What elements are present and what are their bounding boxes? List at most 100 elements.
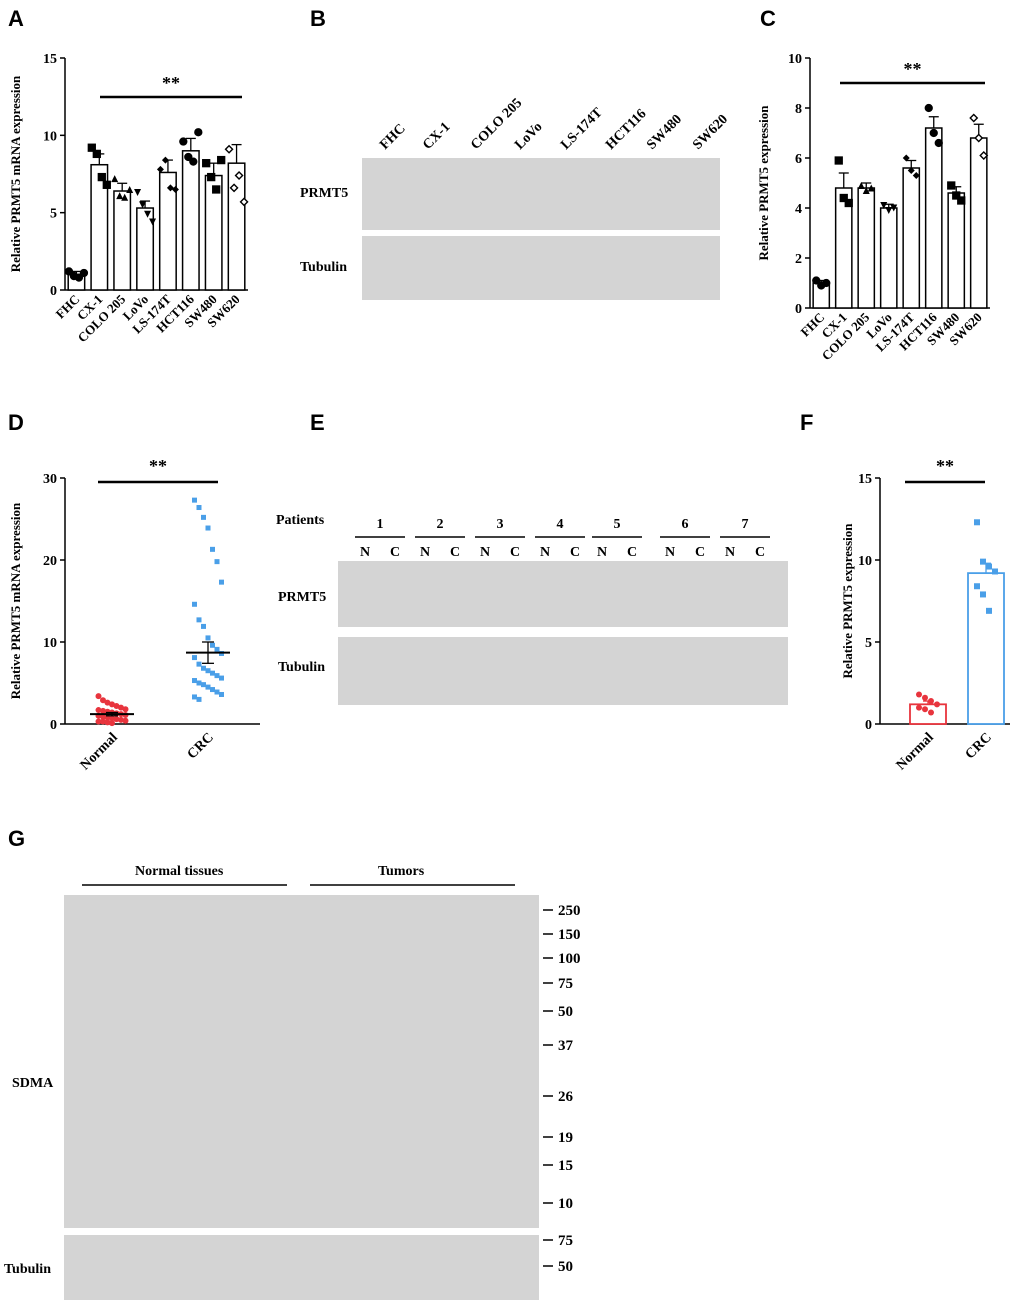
chart-a-point (239, 197, 249, 207)
chart-d-point (109, 720, 115, 727)
chart-a-point (217, 155, 226, 165)
chart-a-point (161, 156, 169, 164)
chart-a-point (212, 185, 221, 194)
chart-f-xtick-label: Normal (894, 730, 937, 773)
blot-e-lane-c: C (450, 545, 460, 560)
chart-c-bar (969, 137, 988, 309)
chart-d-ytick-label: 20 (43, 554, 57, 569)
blot-b-lane-label: CX-1 (420, 120, 453, 153)
chart-a-point (171, 185, 179, 193)
chart-d-point (104, 699, 111, 706)
blot-g-marker-label: 50 (558, 1004, 573, 1020)
chart-d-point (100, 697, 106, 704)
chart-d-ytick-label: 30 (43, 472, 57, 487)
chart-a-point (79, 268, 89, 278)
chart-d-point (95, 693, 102, 700)
chart-a-point (144, 210, 152, 218)
chart-a-point (134, 189, 142, 197)
blot-e-lane-c: C (570, 545, 580, 560)
chart-d-point (95, 718, 102, 725)
chart-d-point (192, 601, 197, 607)
chart-c-bar (924, 127, 943, 309)
chart-d-xtick-label: Normal (78, 730, 121, 773)
chart-d-point (100, 718, 106, 725)
chart-d-point (118, 716, 124, 723)
chart-d-point (205, 635, 211, 641)
blot-b-label-tubulin: Tubulin (300, 260, 347, 275)
chart-c-point (907, 167, 915, 174)
blot-e-patient-label: 5 (614, 517, 621, 532)
chart-f-point (974, 583, 980, 590)
chart-a-point (74, 273, 84, 282)
chart-f-point (980, 591, 986, 598)
chart-d-point (196, 680, 202, 686)
chart-d-ytick-label: 0 (50, 718, 57, 733)
chart-f-point (922, 694, 928, 701)
chart-d-point (118, 704, 124, 711)
blot-e-patient-label: 4 (557, 517, 564, 532)
blot-b-tubulin (362, 236, 720, 300)
chart-c-bar (857, 187, 876, 309)
panel-letter-a: A (8, 6, 24, 31)
chart-c-point (890, 204, 898, 212)
chart-c-point (834, 156, 843, 165)
blot-g-marker-label: 150 (558, 927, 581, 943)
blot-g-label-sdma: SDMA (12, 1076, 54, 1091)
chart-c-point (947, 181, 956, 190)
panel-letter-f: F (800, 410, 814, 435)
blot-e-lane-n: N (597, 545, 607, 560)
chart-a-point (92, 149, 101, 159)
chart-a-point (126, 185, 134, 193)
chart-a-bar (181, 150, 200, 291)
chart-f-significance-label: ** (936, 456, 954, 476)
chart-f-point (934, 701, 940, 708)
panel-letter-d: D (8, 410, 24, 435)
chart-a-point (179, 137, 188, 146)
chart-c-point (844, 198, 853, 208)
blot-e-label-tubulin: Tubulin (278, 660, 325, 675)
chart-f-point (916, 691, 922, 698)
blot-e-lane-n: N (360, 545, 370, 560)
chart-f-ylabel: Relative PRMT5 expression (840, 523, 855, 679)
blot-e-lane-c: C (627, 545, 637, 560)
chart-c-ytick-label: 4 (795, 202, 802, 217)
blot-g-marker-label: 50 (558, 1259, 573, 1275)
chart-f-bar (967, 572, 1005, 725)
chart-d-point (205, 668, 211, 674)
chart-c-ytick-label: 10 (788, 52, 802, 67)
blot-g-label-tubulin: Tubulin (4, 1262, 51, 1277)
blot-b-prmt5 (362, 158, 720, 230)
blot-g-marker-label: 26 (558, 1089, 574, 1105)
chart-d-point (113, 702, 120, 709)
chart-c-bar (947, 192, 966, 309)
chart-c-point (912, 172, 920, 179)
chart-c-point (969, 113, 979, 123)
chart-a-point (194, 128, 203, 137)
blot-g-marker-label: 250 (558, 903, 581, 919)
chart-a-point (207, 172, 216, 182)
chart-f-ytick-label: 15 (858, 472, 872, 487)
blot-e-lane-n: N (725, 545, 735, 560)
chart-a-point (116, 192, 124, 200)
blot-g-sdma (64, 895, 539, 1228)
chart-a-point (156, 165, 164, 173)
chart-c-point (979, 151, 989, 160)
blot-e-lane-c: C (755, 545, 765, 560)
blot-e-patient-label: 6 (682, 517, 689, 532)
blot-e-lane-c: C (695, 545, 705, 560)
chart-d-point (122, 706, 129, 713)
blot-e-lane-c: C (510, 545, 520, 560)
blot-e-header: Patients (276, 513, 325, 528)
chart-d-point (104, 719, 111, 726)
chart-f-point (928, 698, 934, 705)
chart-a-point (202, 159, 211, 168)
chart-a-bar (227, 162, 246, 291)
chart-d-point (196, 661, 202, 667)
blot-b-lane-label: SW480 (644, 112, 685, 153)
chart-c-ylabel: Relative PRMT5 expression (756, 105, 771, 261)
chart-f-ytick-label: 0 (865, 718, 872, 733)
chart-a-ytick-label: 0 (50, 284, 57, 299)
chart-f-point (928, 709, 934, 716)
chart-a-point (139, 201, 147, 209)
chart-f-xtick-label: CRC (963, 730, 995, 762)
